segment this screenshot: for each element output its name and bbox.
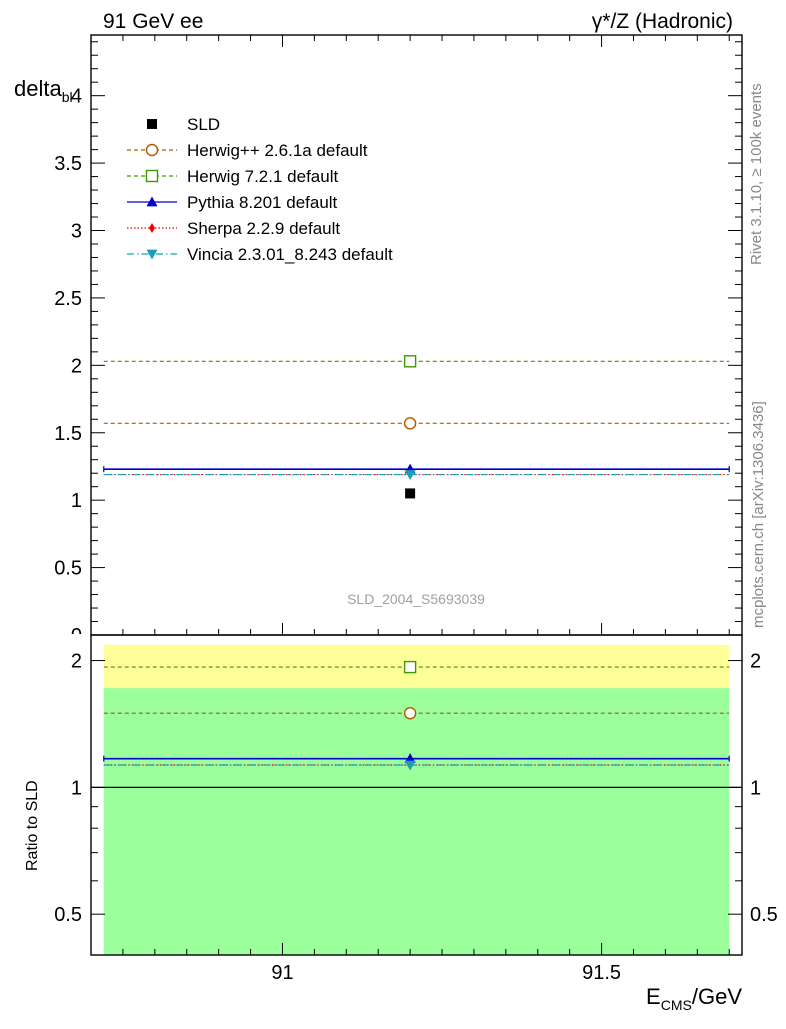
y-tick-label-ratio-left: 1 — [71, 777, 82, 799]
legend-label: Sherpa 2.2.9 default — [187, 219, 340, 238]
data-point-sld — [405, 488, 416, 499]
x-axis-label-main: E — [646, 984, 661, 1009]
mcplots-reference-text: mcplots.cern.ch [arXiv:1306.3436] — [750, 401, 767, 628]
legend-label: Herwig++ 2.6.1a default — [187, 141, 368, 160]
ratio-bands — [91, 644, 742, 955]
right-title-rest: */Z (Hadronic) — [602, 10, 733, 33]
series-marker-ratio — [404, 753, 416, 764]
legend-marker — [146, 196, 158, 207]
rivet-version-text: Rivet 3.1.10, ≥ 100k events — [748, 83, 765, 265]
legend-label: Herwig 7.2.1 default — [187, 167, 338, 186]
legend: SLD Herwig++ 2.6.1a default Herwig 7.2.1 d… — [127, 115, 393, 264]
main-series — [103, 355, 730, 499]
y-axis-label-main-sub: bl — [62, 89, 73, 105]
series-marker-ratio — [403, 706, 417, 720]
y-tick-label-main: 4 — [71, 86, 82, 108]
series-marker-main — [403, 355, 417, 368]
y-axis-label-ratio: Ratio to SLD — [24, 780, 41, 871]
y-tick-label-main: 3 — [71, 221, 82, 243]
tick-labels: 91 91.5 0.5 1 1.5 2 2.5 3 3.5 4 0 0.5 0.5 1 1 2 2 — [54, 86, 778, 984]
legend-label: Pythia 8.201 default — [187, 193, 338, 212]
y-tick-label-main-zero: 0 — [71, 625, 82, 647]
y-tick-label-ratio-right: 1 — [750, 777, 761, 799]
y-axis-label-main: deltabl — [14, 76, 73, 105]
ratio-frame — [90, 634, 743, 956]
y-tick-label-ratio-right: 0.5 — [750, 904, 778, 926]
series-marker-main — [404, 470, 416, 481]
ratio-series — [103, 660, 730, 771]
axis-ticks — [90, 35, 742, 956]
legend-marker — [149, 223, 155, 233]
right-title: γ*/Z (Hadronic) — [592, 10, 733, 33]
y-axis-label-main-text: delta — [14, 76, 62, 101]
y-tick-label-main: 2.5 — [54, 288, 82, 310]
x-tick-label: 91.5 — [582, 962, 621, 984]
legend-label: Vincia 2.3.01_8.243 default — [187, 245, 393, 264]
series-marker-main — [403, 417, 417, 430]
y-tick-label-main: 2 — [71, 355, 82, 377]
analysis-watermark: SLD_2004_S5693039 — [347, 591, 485, 607]
y-tick-label-main: 1.5 — [54, 423, 82, 445]
legend-label-sld: SLD — [187, 115, 220, 134]
y-tick-label-ratio-left: 0.5 — [54, 904, 82, 926]
x-axis-label-unit: /GeV — [692, 984, 742, 1009]
x-axis-label-sub: CMS — [661, 997, 692, 1013]
y-tick-label-main: 3.5 — [54, 153, 82, 175]
x-tick-label: 91 — [271, 962, 293, 984]
legend-marker — [145, 169, 159, 183]
left-title: 91 GeV ee — [103, 10, 203, 33]
y-tick-label-main: 1 — [71, 490, 82, 512]
y-tick-label-ratio-left: 2 — [71, 651, 82, 673]
legend-marker-sld — [147, 119, 157, 129]
x-axis-label: ECMS/GeV — [646, 984, 742, 1013]
y-tick-label-main: 0.5 — [54, 558, 82, 580]
series-marker-ratio — [404, 760, 416, 771]
right-title-gamma: γ — [592, 10, 603, 33]
legend-marker — [145, 143, 159, 157]
y-tick-label-ratio-right: 2 — [750, 651, 761, 673]
legend-marker — [146, 249, 158, 260]
ratio-band-green — [103, 688, 730, 955]
series-marker-ratio — [403, 660, 417, 674]
